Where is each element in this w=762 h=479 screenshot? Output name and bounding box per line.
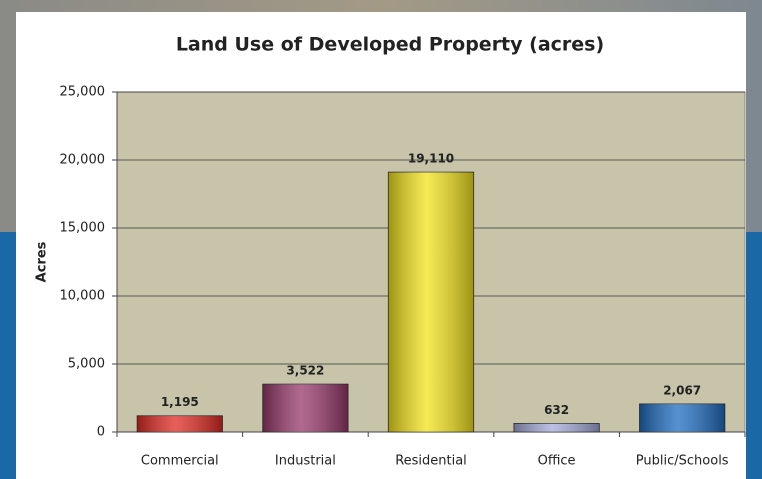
data-label: 3,522 (286, 364, 324, 378)
bar-highlight (388, 172, 474, 432)
y-tick-label: 25,000 (60, 85, 106, 100)
bar-highlight (639, 403, 725, 432)
y-tick-label: 20,000 (60, 153, 106, 168)
x-tick-label: Public/Schools (636, 454, 729, 469)
bar-highlight (137, 415, 223, 432)
x-tick-label: Residential (395, 454, 467, 469)
x-tick-label: Industrial (275, 454, 336, 469)
bar-highlight (262, 384, 349, 432)
bar-highlight (513, 423, 600, 432)
data-label: 2,067 (663, 383, 701, 397)
y-tick-label: 5,000 (68, 357, 105, 372)
data-label: 1,195 (161, 395, 199, 409)
data-label: 19,110 (408, 152, 454, 166)
y-tick-label: 0 (97, 425, 105, 440)
y-tick-label: 10,000 (60, 289, 106, 304)
chart-title: Land Use of Developed Property (acres) (176, 34, 604, 56)
data-label: 632 (544, 403, 569, 417)
x-tick-label: Commercial (141, 454, 219, 469)
y-axis-label: Acres (35, 241, 50, 282)
x-tick-label: Office (538, 454, 576, 469)
y-tick-label: 15,000 (60, 221, 106, 236)
